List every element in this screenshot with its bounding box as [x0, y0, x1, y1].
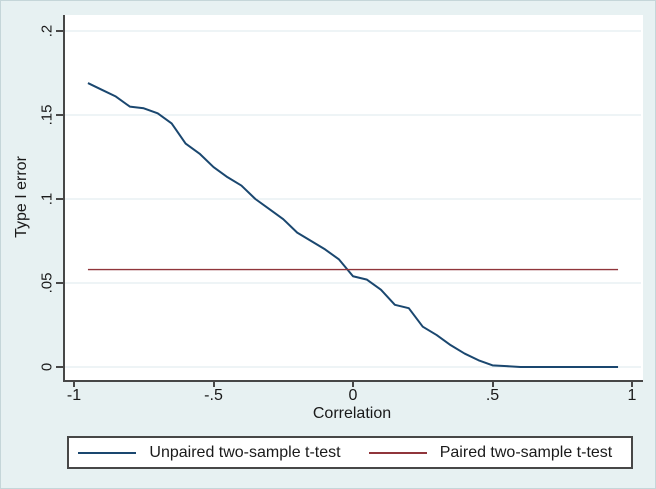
y-tick	[56, 198, 64, 200]
y-tick	[56, 30, 64, 32]
plot-svg	[65, 30, 641, 368]
x-tick-label: 0	[348, 387, 358, 404]
x-tick	[73, 380, 75, 387]
legend-entry-unpaired: Unpaired two-sample t-test	[69, 444, 350, 462]
x-tick-label: -1	[66, 387, 82, 404]
y-tick	[56, 114, 64, 116]
y-tick-label: .05	[38, 272, 56, 294]
y-tick	[56, 366, 64, 368]
y-tick-label: .2	[38, 24, 56, 38]
x-tick	[352, 380, 354, 387]
x-tick	[491, 380, 494, 387]
y-axis-title: Type I error	[13, 156, 30, 238]
x-tick-label: 1	[627, 387, 637, 404]
x-tick-label: .5	[485, 387, 500, 404]
legend-label-unpaired: Unpaired two-sample t-test	[149, 443, 341, 461]
y-tick-label: .15	[38, 104, 56, 126]
y-tick-label: 0	[38, 362, 56, 372]
x-tick	[631, 380, 633, 387]
legend-label-paired: Paired two-sample t-test	[439, 443, 613, 461]
paired-line-swatch	[368, 451, 427, 454]
x-axis-title: Correlation	[312, 405, 392, 422]
legend: Unpaired two-sample t-test Paired two-sa…	[67, 436, 633, 469]
x-tick-label: -.5	[204, 387, 223, 404]
unpaired-line-swatch	[78, 451, 137, 454]
x-tick	[212, 380, 215, 387]
y-tick-label: .1	[38, 192, 56, 206]
legend-entry-paired: Paired two-sample t-test	[350, 444, 631, 462]
series-line-unpaired	[87, 82, 619, 368]
y-tick	[56, 282, 64, 284]
